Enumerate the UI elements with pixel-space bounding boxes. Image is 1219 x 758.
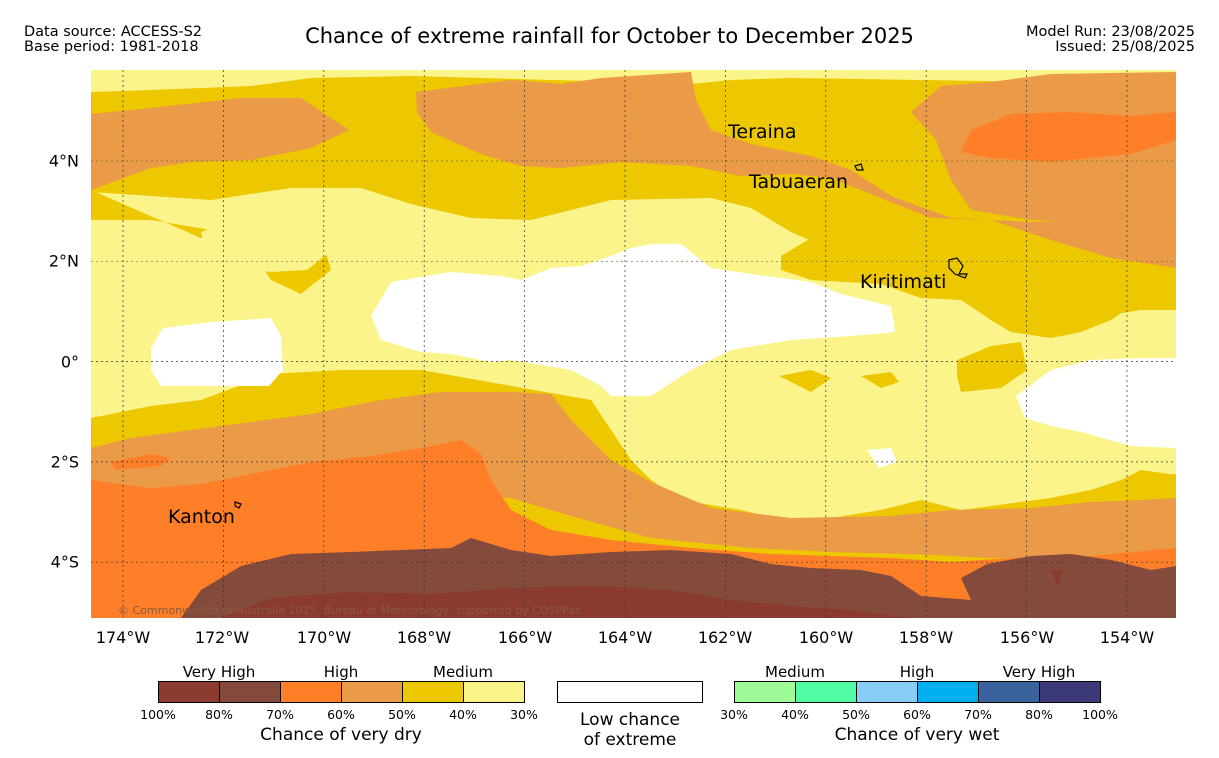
model-run: Model Run: 23/08/2025 — [1025, 24, 1195, 40]
dry-color-swatch — [463, 681, 525, 703]
dry-color-swatch — [158, 681, 220, 703]
wet-tick: 80% — [1025, 707, 1053, 722]
dry-tick: 50% — [388, 707, 416, 722]
wet-level-label: High — [899, 663, 935, 681]
place-label-kiritimati: Kiritimati — [860, 271, 947, 293]
dry-40-area — [201, 220, 327, 272]
wet-tick: 40% — [781, 707, 809, 722]
lat-label: 4°S — [50, 552, 79, 572]
dry-color-swatch — [341, 681, 403, 703]
tabuaeran-outline — [854, 163, 864, 171]
dry-tick: 60% — [327, 707, 355, 722]
lon-label: 174°W — [95, 628, 151, 647]
wet-tick: 50% — [842, 707, 870, 722]
wet-color-swatch — [795, 681, 857, 703]
medium-dry-area — [957, 342, 1027, 392]
kanton-outline — [234, 501, 242, 509]
medium-dry-area — [779, 370, 831, 392]
place-label-teraina: Teraina — [728, 121, 797, 143]
issued-date: Issued: 25/08/2025 — [1055, 39, 1195, 55]
low-chance-caption-2: of extreme — [583, 730, 677, 750]
low-chance-area — [867, 448, 897, 468]
lat-label: 2°S — [50, 452, 79, 472]
copyright-notice: © Commonwealth of Australia 2025, Bureau… — [118, 604, 582, 617]
wet-color-swatch — [917, 681, 979, 703]
wet-color-swatch — [978, 681, 1040, 703]
place-label-kanton: Kanton — [168, 506, 235, 528]
lon-label: 172°W — [194, 628, 250, 647]
medium-dry-area — [781, 236, 1176, 338]
dry-tick: 70% — [266, 707, 294, 722]
lon-label: 154°W — [1099, 628, 1155, 647]
kiritimati-outline — [948, 257, 968, 279]
wet-color-swatch — [856, 681, 918, 703]
wet-tick: 60% — [903, 707, 931, 722]
low-chance-area — [371, 244, 895, 396]
lon-label: 170°W — [296, 628, 352, 647]
dry-color-swatch — [402, 681, 464, 703]
place-label-tabuaeran: Tabuaeran — [749, 171, 849, 193]
dry-tick: 80% — [205, 707, 233, 722]
dry-50-area — [416, 72, 1176, 268]
wet-color-swatch — [734, 681, 796, 703]
low-chance-area — [1016, 358, 1176, 448]
dry-tick: 30% — [510, 707, 538, 722]
wet-tick: 70% — [964, 707, 992, 722]
lon-label: 162°W — [697, 628, 753, 647]
low-chance-swatch — [557, 681, 703, 703]
lon-label: 156°W — [999, 628, 1055, 647]
dry-60-area — [961, 112, 1176, 162]
dry-color-swatch — [219, 681, 281, 703]
rainfall-map — [91, 70, 1176, 618]
dry-80-area — [221, 586, 911, 618]
lon-label: 168°W — [396, 628, 452, 647]
dry-level-label: Very High — [182, 663, 256, 681]
lat-label: 4°N — [48, 151, 79, 171]
dry-tick: 40% — [449, 707, 477, 722]
dry-color-swatch — [280, 681, 342, 703]
wet-level-label: Medium — [765, 663, 825, 681]
data-source: Data source: ACCESS-S2 — [24, 24, 203, 40]
dry-caption: Chance of very dry — [260, 725, 422, 745]
lat-label: 2°N — [48, 251, 79, 271]
wet-tick: 100% — [1082, 707, 1118, 722]
map-title: Chance of extreme rainfall for October t… — [305, 24, 914, 48]
wet-caption: Chance of very wet — [834, 725, 1000, 745]
wet-tick: 30% — [720, 707, 748, 722]
dry-level-label: High — [323, 663, 359, 681]
dry-tick: 100% — [140, 707, 176, 722]
wet-color-swatch — [1039, 681, 1101, 703]
medium-dry-area — [861, 372, 899, 388]
dry-level-label: Medium — [433, 663, 493, 681]
lon-label: 166°W — [497, 628, 553, 647]
dry-50-area — [91, 392, 1176, 558]
low-chance-caption-1: Low chance — [580, 710, 680, 730]
graticule — [91, 70, 1176, 618]
lat-label: 0° — [60, 352, 79, 372]
lon-label: 164°W — [597, 628, 653, 647]
base-period: Base period: 1981-2018 — [24, 39, 199, 55]
lon-label: 158°W — [898, 628, 954, 647]
low-chance-area — [151, 318, 283, 386]
wet-level-label: Very High — [1002, 663, 1076, 681]
dry-80-area — [1051, 570, 1063, 586]
dry-50-area — [91, 98, 349, 190]
lon-label: 160°W — [798, 628, 854, 647]
